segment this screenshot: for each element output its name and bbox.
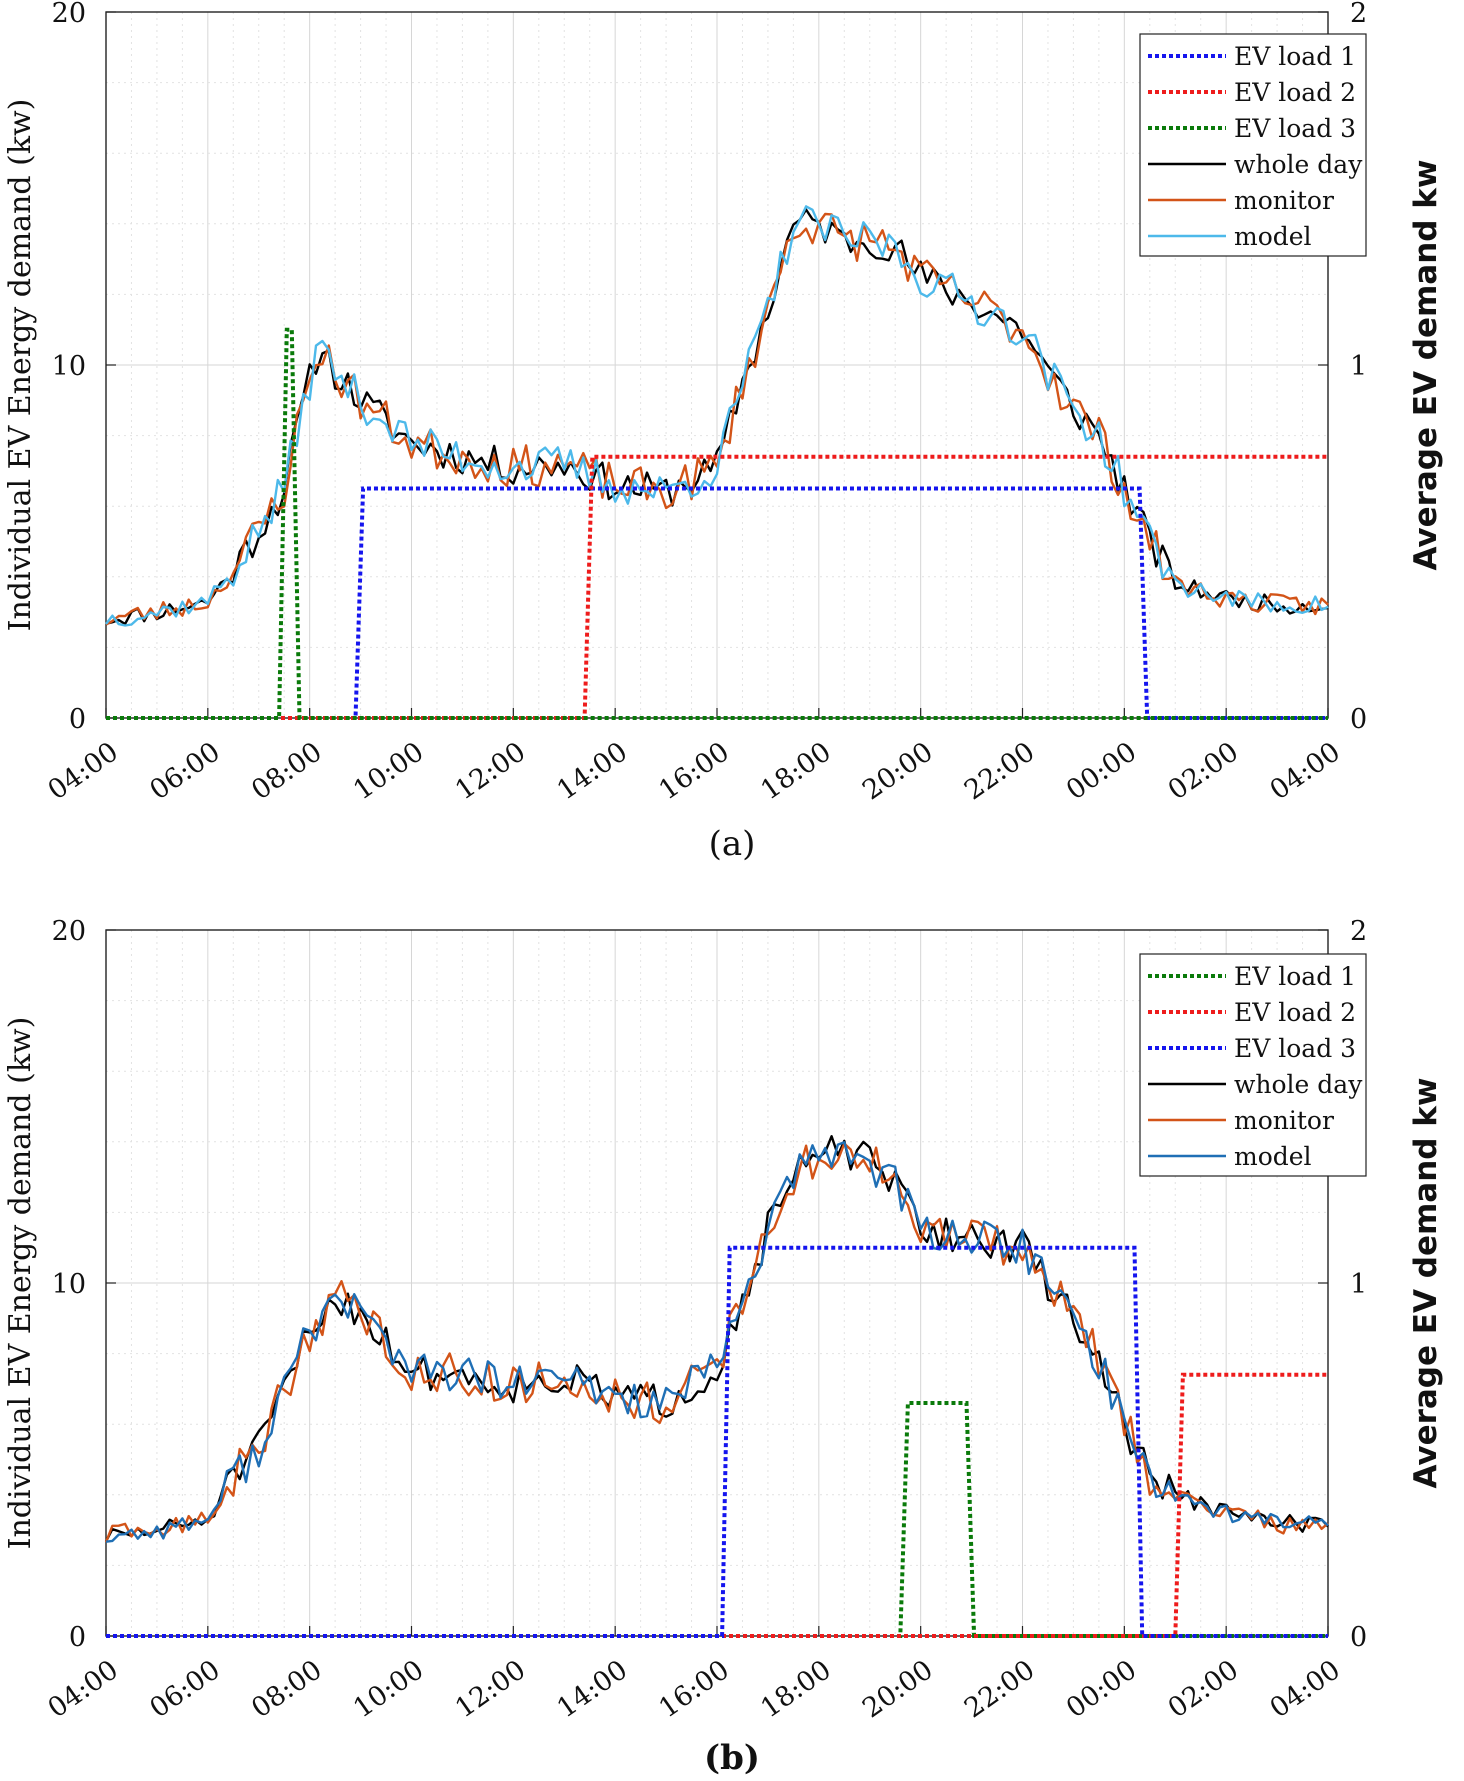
y-axis-label: Individual EV Energy demand (kw) [3,99,38,632]
y-tick-label: 20 [52,0,86,29]
chart-b-legend: EV load 1 EV load 2 EV load 3 whole day moni… [1139,953,1367,1177]
y-right-tick-label: 1 [1350,1269,1367,1300]
y-axis-label-right: Average EV demand kw [1408,159,1444,570]
x-tick-label: 16:00 [653,1654,735,1724]
chart-a-series-EV-load-3 [106,327,1328,720]
x-tick-label: 00:00 [1061,736,1143,806]
chart-a: 0 10 20 0 1 2 04:00 06:00 08:00 10:00 12:00 14:00 16… [3,0,1444,806]
chart-a-series-model [105,205,1329,627]
x-tick-label: 12:00 [450,736,532,806]
chart-a-series-whole-day [105,208,1329,626]
legend-box [1139,953,1367,1177]
x-tick-label: 08:00 [246,736,328,806]
x-tick-label: 02:00 [1163,1654,1245,1724]
y-right-tick-label: 1 [1350,351,1367,382]
x-tick-label: 00:00 [1061,1654,1143,1724]
caption-b: (b) [704,1738,760,1778]
x-tick-label: 14:00 [552,736,634,806]
x-tick-label: 04:00 [42,1654,124,1724]
x-tick-label: 18:00 [755,1654,837,1724]
x-tick-label: 14:00 [552,1654,634,1724]
chart-a-series-EV-load-1 [106,486,1328,720]
x-tick-label: 04:00 [1264,1654,1346,1724]
x-tick-label: 18:00 [755,736,837,806]
y-axis-label: Individual EV Energy demand (kw) [3,1017,38,1550]
legend-label: monitor [1234,186,1334,215]
x-tick-label: 20:00 [857,1654,939,1724]
y-tick-label: 20 [52,918,86,947]
legend-label: model [1234,1142,1312,1171]
y-tick-label: 0 [69,1622,86,1653]
legend-label: whole day [1234,150,1363,179]
legend-label: model [1234,222,1312,251]
legend-label: whole day [1234,1070,1363,1099]
x-tick-label: 08:00 [246,1654,328,1724]
x-tick-label: 06:00 [144,736,226,806]
x-tick-label: 10:00 [348,736,430,806]
legend-label: EV load 1 [1234,962,1356,991]
chart-b-series-EV-load-3 [106,1245,1328,1638]
y-right-tick-label: 0 [1350,1622,1367,1653]
x-tick-label: 16:00 [653,736,735,806]
y-tick-label: 10 [52,1269,86,1300]
legend-label: EV load 2 [1234,998,1356,1027]
chart-b-series-model [105,1141,1329,1543]
chart-b-series-monitor [104,1142,1329,1543]
y-right-tick-label: 2 [1350,918,1367,947]
legend-label: EV load 1 [1234,42,1356,71]
x-tick-label: 12:00 [450,1654,532,1724]
chart-b: 0 10 20 0 1 2 04:00 06:00 08:00 10:00 12:00 14:00 16… [3,918,1444,1724]
x-tick-label: 04:00 [42,736,124,806]
x-tick-label: 06:00 [144,1654,226,1724]
y-tick-label: 0 [69,704,86,735]
x-tick-label: 04:00 [1264,736,1346,806]
y-axis-label-right: Average EV demand kw [1408,1077,1444,1488]
legend-box [1139,33,1367,257]
x-tick-label: 02:00 [1163,736,1245,806]
chart-a-legend: EV load 1 EV load 2 EV load 3 whole day moni… [1139,33,1367,257]
legend-label: EV load 3 [1234,114,1356,143]
y-right-tick-label: 2 [1350,0,1367,29]
chart-a-series-EV-load-2 [106,454,1328,720]
x-tick-label: 10:00 [348,1654,430,1724]
x-tick-label: 22:00 [959,736,1041,806]
x-tick-label: 20:00 [857,736,939,806]
legend-label: EV load 3 [1234,1034,1356,1063]
legend-label: monitor [1234,1106,1334,1135]
y-right-tick-label: 0 [1350,704,1367,735]
y-tick-label: 10 [52,351,86,382]
x-tick-label: 22:00 [959,1654,1041,1724]
caption-a: (a) [708,824,756,864]
legend-label: EV load 2 [1234,78,1356,107]
